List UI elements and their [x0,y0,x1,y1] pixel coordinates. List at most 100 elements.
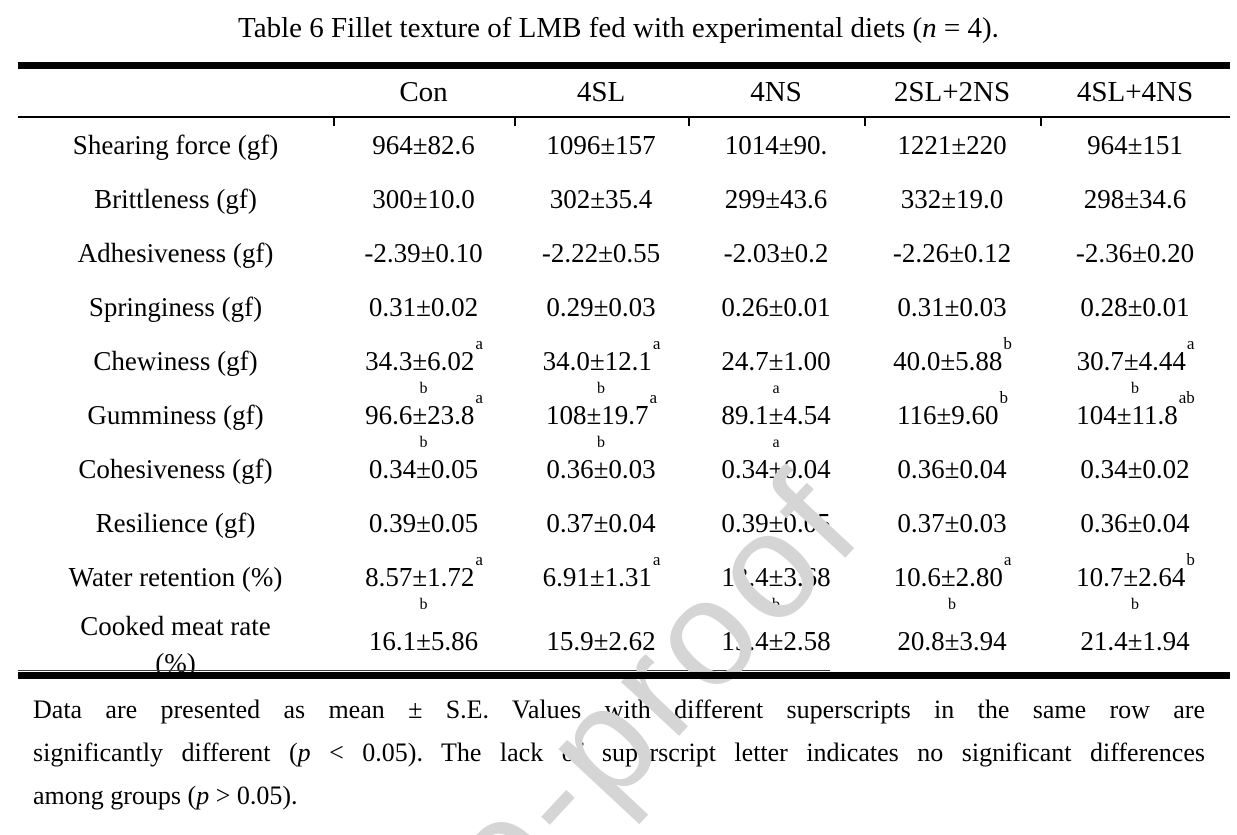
table-row: Adhesiveness (gf) -2.39±0.10 -2.22±0.55 -2.… [18,226,1230,280]
cell-value: 1014±90. [724,129,828,160]
table-cell: 6.91±1.31a [514,550,688,604]
cell-value: 104±11.8 [1076,399,1178,430]
cell-value: 302±35.4 [549,183,653,214]
cell-value: 0.26±0.01 [721,291,831,322]
italic-text: n [922,12,937,44]
cell-value: 0.34±0.02 [1080,453,1190,484]
cell-value: 21.4±1.94 [1080,626,1190,656]
cell-value: 10.7±2.64 [1076,561,1186,592]
column-header: 4SL+4NS [1040,65,1230,118]
table-row: Cooked meat rate 16.1±5.86 15.9±2.62 19.4±2… [18,604,1230,679]
table-body: Shearing force (gf) 964±82.6 1096±157 1014±… [18,117,1230,679]
cell-value: 332±19.0 [900,183,1004,214]
table-cell: 0.37±0.04 [514,496,688,550]
cell-value: 6.91±1.31 [542,561,652,592]
table-cell: 0.39±0.05 [688,496,864,550]
row-label: Shearing force (gf) [72,129,279,160]
cell-value: -2.22±0.55 [541,237,661,268]
wrapped-superscript: b [1131,380,1139,397]
cell-value: -2.26±0.12 [892,237,1012,268]
table-cell: 10.6±2.80a b [864,550,1040,613]
cell-value: 0.39±0.05 [368,507,479,538]
table-cell: 332±19.0 [864,172,1040,226]
table-cell: 16.1±5.86 [333,604,514,679]
table-cell: 116±9.60b [864,388,1040,442]
cell-value: 34.3±6.02 [365,345,475,376]
table-cell: 19.4±2.58 [688,604,864,679]
significance-superscript: a [1186,333,1195,353]
table-cell: 13.4±3.68 b [688,550,864,613]
row-label: Adhesiveness (gf) [77,237,274,268]
wrapped-superscript: b [419,380,428,397]
significance-superscript: b [1003,333,1012,353]
table-cell: 0.36±0.04 [864,442,1040,496]
significance-superscript: a [475,549,483,569]
table-cell: 299±43.6 [688,172,864,226]
table-cell: 0.29±0.03 [514,280,688,334]
cell-value: 89.1±4.54 [721,399,831,430]
cell-value: 116±9.60 [896,399,999,430]
significance-superscript: a [652,549,661,569]
table-row: Brittleness (gf) 300±10.0 302±35.4 299±43.6… [18,172,1230,226]
table-row: Chewiness (gf) 34.3±6.02a b 34.0±12.1a b 24.7… [18,333,1230,397]
row-label: Cohesiveness (gf) [78,453,273,484]
wrapped-superscript: b [419,596,428,613]
table-row: Gumminess (gf) 96.6±23.8a b 108±19.7a b 89.1±… [18,387,1230,451]
italic-text: p [196,781,210,810]
significance-superscript: b [1186,549,1195,569]
table-cell: 0.34±0.02 [1040,442,1230,496]
table-cell: 20.8±3.94 [864,604,1040,679]
table-cell: 0.28±0.01 [1040,280,1230,334]
table-cell: 1221±220 [864,117,1040,172]
text-run: < 0.05). The lack of superscript letter … [310,738,1205,767]
cell-value: 298±34.6 [1083,183,1187,214]
table-footnote: Data are presented as mean ± S.E. Values… [33,688,1205,817]
table-bottom-border [18,672,1230,679]
table-cell: 0.31±0.03 [864,280,1040,334]
data-table: Con 4SL 4NS 2SL+2NS 4SL+4NS Shearing for… [18,62,1230,679]
table-cell: 34.0±12.1a b [514,333,688,397]
cell-value: 0.34±0.05 [368,453,479,484]
significance-superscript: ab [1178,387,1195,407]
text-run: significantly different ( [33,738,298,767]
wrapped-superscript: b [948,596,956,613]
header-row: Con 4SL 4NS 2SL+2NS 4SL+4NS [18,65,1230,118]
cell-value: 300±10.0 [372,183,475,214]
cell-value: 0.36±0.03 [546,453,656,484]
table-header: Con 4SL 4NS 2SL+2NS 4SL+4NS [18,65,1230,118]
significance-superscript: b [999,387,1009,407]
table-row: Resilience (gf) 0.39±0.05 0.37±0.04 0.39±0.… [18,496,1230,550]
column-divider-tick [514,117,516,126]
table-cell: 108±19.7a b [514,388,688,451]
cell-value: 0.34±0.04 [721,453,831,484]
cell-value: 299±43.6 [724,183,828,214]
table-row: Water retention (%) 8.57±1.72a b 6.91±1.31a… [18,549,1230,613]
cell-value: 108±19.7 [545,399,649,430]
row-label: Chewiness (gf) [93,345,258,376]
cell-value: -2.39±0.10 [364,237,483,268]
table-cell: 964±151 [1040,117,1230,172]
table-cell: 964±82.6 [333,117,514,172]
table-cell: -2.22±0.55 [514,226,688,280]
wrapped-superscript: a [772,434,780,451]
table-cell: -2.26±0.12 [864,226,1040,280]
table-cell: 1096±157 [514,117,688,172]
table-cell: 0.26±0.01 [688,280,864,334]
table-cell: 8.57±1.72a b [333,549,514,613]
significance-superscript: a [652,333,661,353]
table-cell: 0.37±0.03 [864,496,1040,550]
cell-value: 0.31±0.03 [897,291,1007,322]
table-cell: -2.36±0.20 [1040,226,1230,280]
table-cell: 0.36±0.03 [514,442,688,496]
cell-value: 0.28±0.01 [1080,291,1190,322]
column-header: 4SL [514,65,688,118]
table-cell: 0.36±0.04 [1040,496,1230,550]
cell-value: 34.0±12.1 [542,345,652,376]
table-cell: 302±35.4 [514,172,688,226]
cell-value: 1221±220 [897,129,1007,160]
text-run: > 0.05). [209,781,298,810]
cell-value: 15.9±2.62 [546,626,656,656]
table-cell: 300±10.0 [333,172,514,226]
column-divider-tick [864,117,866,126]
table-cell: 0.34±0.05 [333,442,514,496]
